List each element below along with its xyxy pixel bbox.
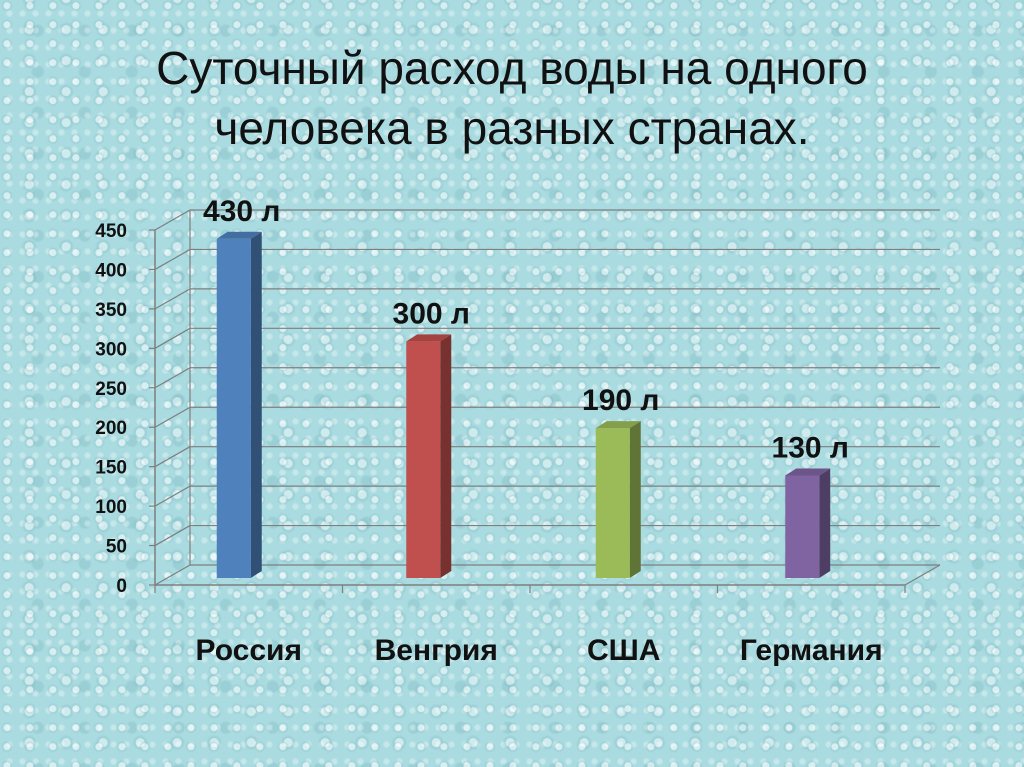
- bar-side: [629, 421, 641, 578]
- gridline-side: [154, 209, 191, 231]
- bar-top: [406, 334, 452, 342]
- data-label: 430 л: [203, 195, 280, 228]
- x-tick-label: США: [587, 634, 660, 667]
- data-label: 300 л: [393, 297, 470, 330]
- bar-side: [250, 231, 262, 578]
- gridline-side: [154, 367, 191, 389]
- bar: [595, 428, 630, 578]
- gridline-side: [154, 525, 191, 547]
- y-tick-label: 150: [95, 458, 127, 479]
- y-tick-label: 450: [95, 221, 127, 242]
- bar-top: [216, 231, 262, 239]
- x-tick-label: Венгрия: [375, 634, 498, 667]
- y-tick-label: 250: [95, 379, 127, 400]
- bar-side: [440, 334, 452, 578]
- y-tick-label: 50: [106, 537, 127, 558]
- data-label: 190 л: [582, 384, 659, 417]
- gridline-side: [154, 288, 191, 310]
- floor-edge: [904, 564, 941, 586]
- gridline-side: [154, 446, 191, 468]
- y-tick-label: 100: [95, 497, 127, 518]
- x-tick-label: Германия: [740, 634, 883, 667]
- y-tick-label: 200: [95, 418, 127, 439]
- gridline-side: [154, 406, 191, 428]
- bar: [785, 475, 820, 578]
- bar-top: [595, 421, 641, 429]
- x-tick-label: Россия: [195, 634, 302, 667]
- gridline-side: [154, 485, 191, 507]
- gridline-side: [154, 564, 191, 586]
- bar: [406, 341, 441, 578]
- gridline-side: [154, 248, 191, 270]
- chart-title: Суточный расход воды на одного человека …: [156, 42, 868, 154]
- bar: [216, 238, 251, 578]
- gridline-side: [154, 327, 191, 349]
- y-tick-label: 0: [116, 576, 127, 597]
- y-tick-label: 300: [95, 339, 127, 360]
- y-tick-label: 400: [95, 260, 127, 281]
- y-tick-label: 350: [95, 300, 127, 321]
- bar-top: [785, 468, 831, 476]
- bar-side: [819, 468, 831, 578]
- data-label: 130 л: [772, 431, 849, 464]
